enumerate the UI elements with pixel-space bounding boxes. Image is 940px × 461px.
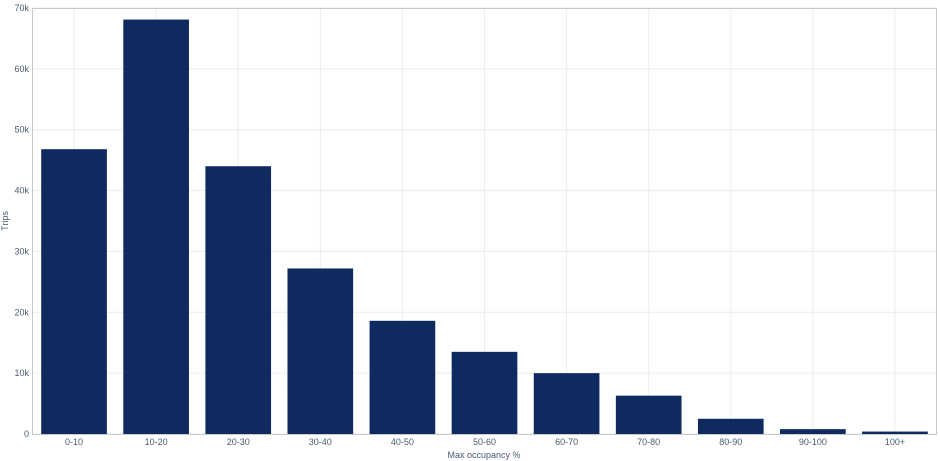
x-tick-label: 90-100 xyxy=(799,437,827,447)
bar-30-40 xyxy=(287,268,354,434)
x-tick-label: 40-50 xyxy=(391,437,414,447)
y-tick-label: 0 xyxy=(24,429,29,439)
x-tick-label: 60-70 xyxy=(555,437,578,447)
bar-40-50 xyxy=(369,320,436,434)
bars xyxy=(41,19,928,434)
y-tick-label: 20k xyxy=(14,307,29,317)
bar-90-100 xyxy=(780,429,846,434)
x-tick-label: 50-60 xyxy=(473,437,496,447)
y-tick-label: 50k xyxy=(14,125,29,135)
y-axis-ticks: 0 10k 20k 30k 40k 50k 60k 70k xyxy=(14,3,29,439)
x-tick-label: 30-40 xyxy=(309,437,332,447)
x-tick-label: 0-10 xyxy=(65,437,83,447)
x-tick-label: 100+ xyxy=(885,437,905,447)
y-tick-label: 70k xyxy=(14,3,29,13)
bar-50-60 xyxy=(451,351,518,434)
x-tick-label: 70-80 xyxy=(637,437,660,447)
y-tick-label: 60k xyxy=(14,64,29,74)
bar-60-70 xyxy=(533,373,600,434)
x-tick-label: 20-30 xyxy=(227,437,250,447)
bar-10-20 xyxy=(123,19,189,434)
y-tick-label: 40k xyxy=(14,186,29,196)
y-tick-label: 30k xyxy=(14,246,29,256)
x-axis-title: Max occupancy % xyxy=(447,450,520,460)
plot-border xyxy=(32,8,937,435)
bar-100+ xyxy=(862,431,928,434)
bar-0-10 xyxy=(41,149,107,434)
x-axis-ticks: 0-10 10-20 20-30 30-40 40-50 50-60 60-70 70-80 8… xyxy=(65,437,905,447)
bar-70-80 xyxy=(615,395,682,434)
bar-80-90 xyxy=(697,418,764,434)
x-tick-label: 10-20 xyxy=(145,437,168,447)
bar-20-30 xyxy=(205,166,272,434)
y-tick-label: 10k xyxy=(14,368,29,378)
x-tick-label: 80-90 xyxy=(719,437,742,447)
y-axis-title: Trips xyxy=(0,211,10,231)
